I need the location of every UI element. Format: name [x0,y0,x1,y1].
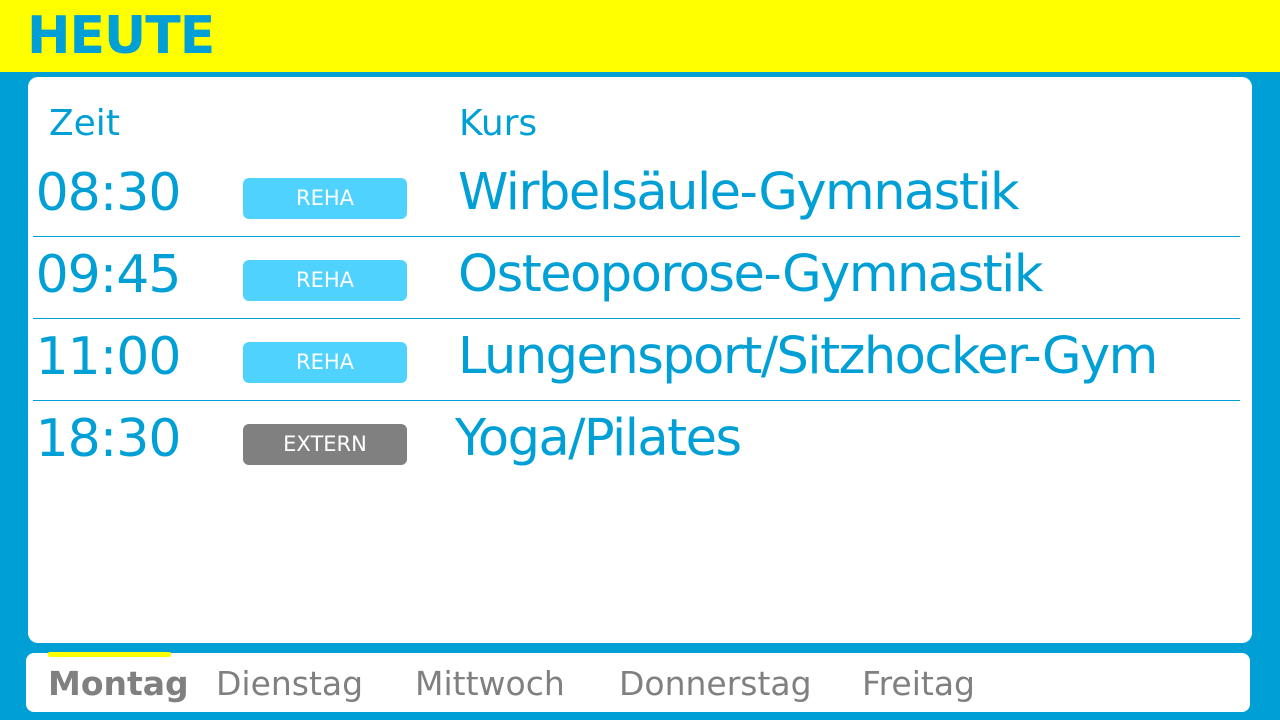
day-tabs: Montag Dienstag Mittwoch Donnerstag Frei… [26,653,1250,712]
column-header-course: Kurs [459,103,538,144]
course-name: Lungensport/Sitzhocker-Gym [458,327,1158,386]
course-name: Yoga/Pilates [455,409,742,468]
table-row[interactable]: 08:30 REHA Wirbelsäule-Gymnastik [33,155,1240,237]
column-header-time: Zeit [49,103,120,144]
table-row[interactable]: 11:00 REHA Lungensport/Sitzhocker-Gym [33,319,1240,401]
course-name: Wirbelsäule-Gymnastik [458,163,1020,222]
course-time: 18:30 [35,409,182,469]
course-time: 11:00 [35,327,182,387]
page-title: HEUTE [27,6,215,66]
tab-donnerstag[interactable]: Donnerstag [619,664,812,703]
header-bar: HEUTE [0,0,1280,72]
tab-freitag[interactable]: Freitag [862,664,976,703]
course-name: Osteoporose-Gymnastik [458,245,1043,304]
tab-montag[interactable]: Montag [48,664,189,703]
table-row[interactable]: 18:30 EXTERN Yoga/Pilates [33,401,1240,483]
schedule-card: Zeit Kurs 08:30 REHA Wirbelsäule-Gymnast… [28,77,1252,643]
category-badge: EXTERN [243,424,407,465]
course-time: 09:45 [35,245,182,305]
course-time: 08:30 [35,163,182,223]
tab-mittwoch[interactable]: Mittwoch [415,664,565,703]
active-tab-indicator [48,652,171,657]
table-row[interactable]: 09:45 REHA Osteoporose-Gymnastik [33,237,1240,319]
category-badge: REHA [243,260,407,301]
tab-dienstag[interactable]: Dienstag [216,664,364,703]
category-badge: REHA [243,178,407,219]
category-badge: REHA [243,342,407,383]
